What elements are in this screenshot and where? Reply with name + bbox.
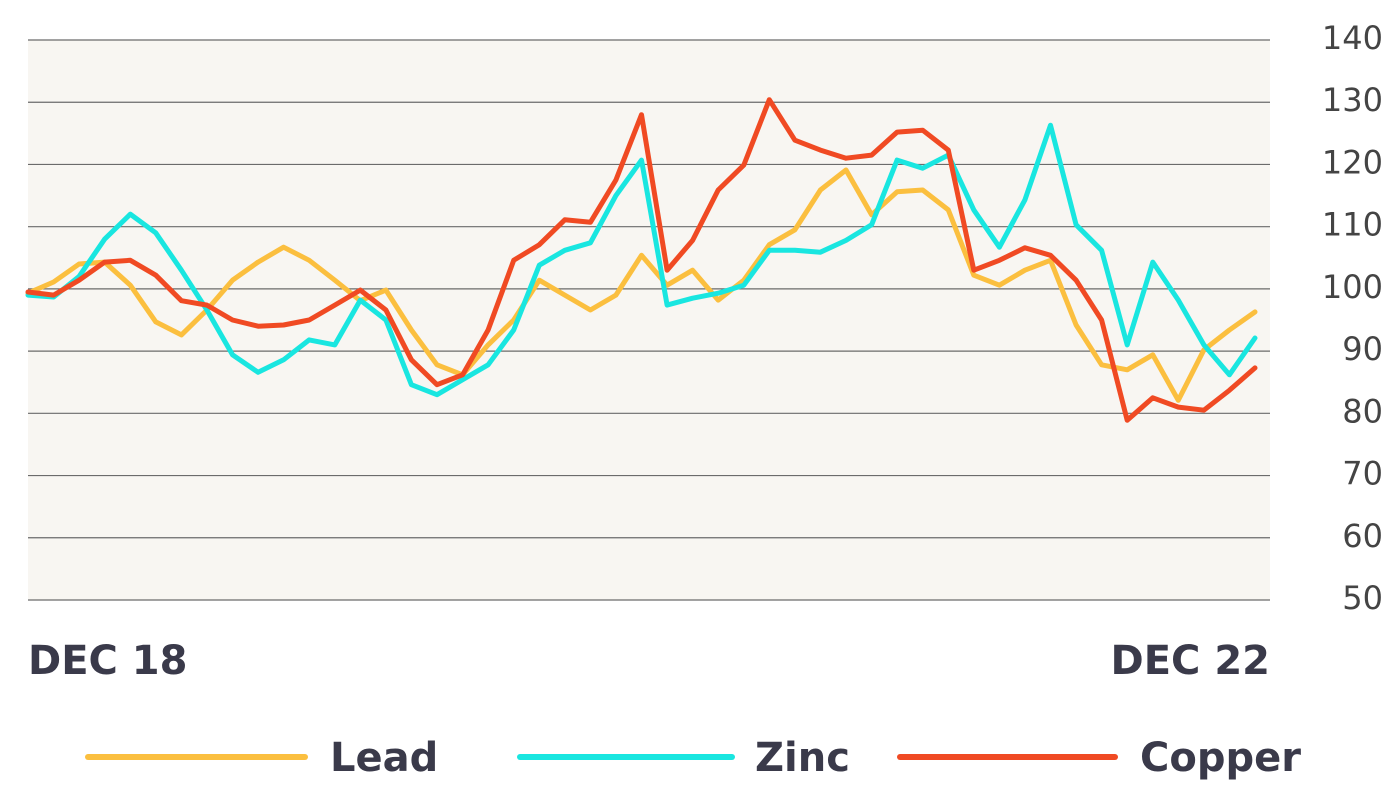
x-tick-label: DEC 18 [28, 638, 187, 684]
series-line [25, 97, 1258, 423]
y-tick-label: 120 [1322, 143, 1383, 181]
legend-label: Copper [1140, 735, 1301, 781]
y-tick-label: 90 [1342, 330, 1383, 368]
y-tick-label: 130 [1322, 81, 1383, 119]
y-tick-label: 80 [1342, 392, 1383, 430]
y-tick-label: 100 [1322, 268, 1383, 306]
series-line [25, 122, 1258, 398]
y-tick-label: 110 [1322, 206, 1383, 244]
legend-label: Zinc [755, 735, 850, 781]
series-line [25, 167, 1258, 403]
x-tick-label: DEC 22 [1111, 638, 1270, 684]
y-tick-label: 140 [1322, 19, 1383, 57]
y-tick-label: 60 [1342, 517, 1383, 555]
y-tick-label: 70 [1342, 455, 1383, 493]
legend-label: Lead [330, 735, 438, 781]
y-tick-label: 50 [1342, 579, 1383, 617]
